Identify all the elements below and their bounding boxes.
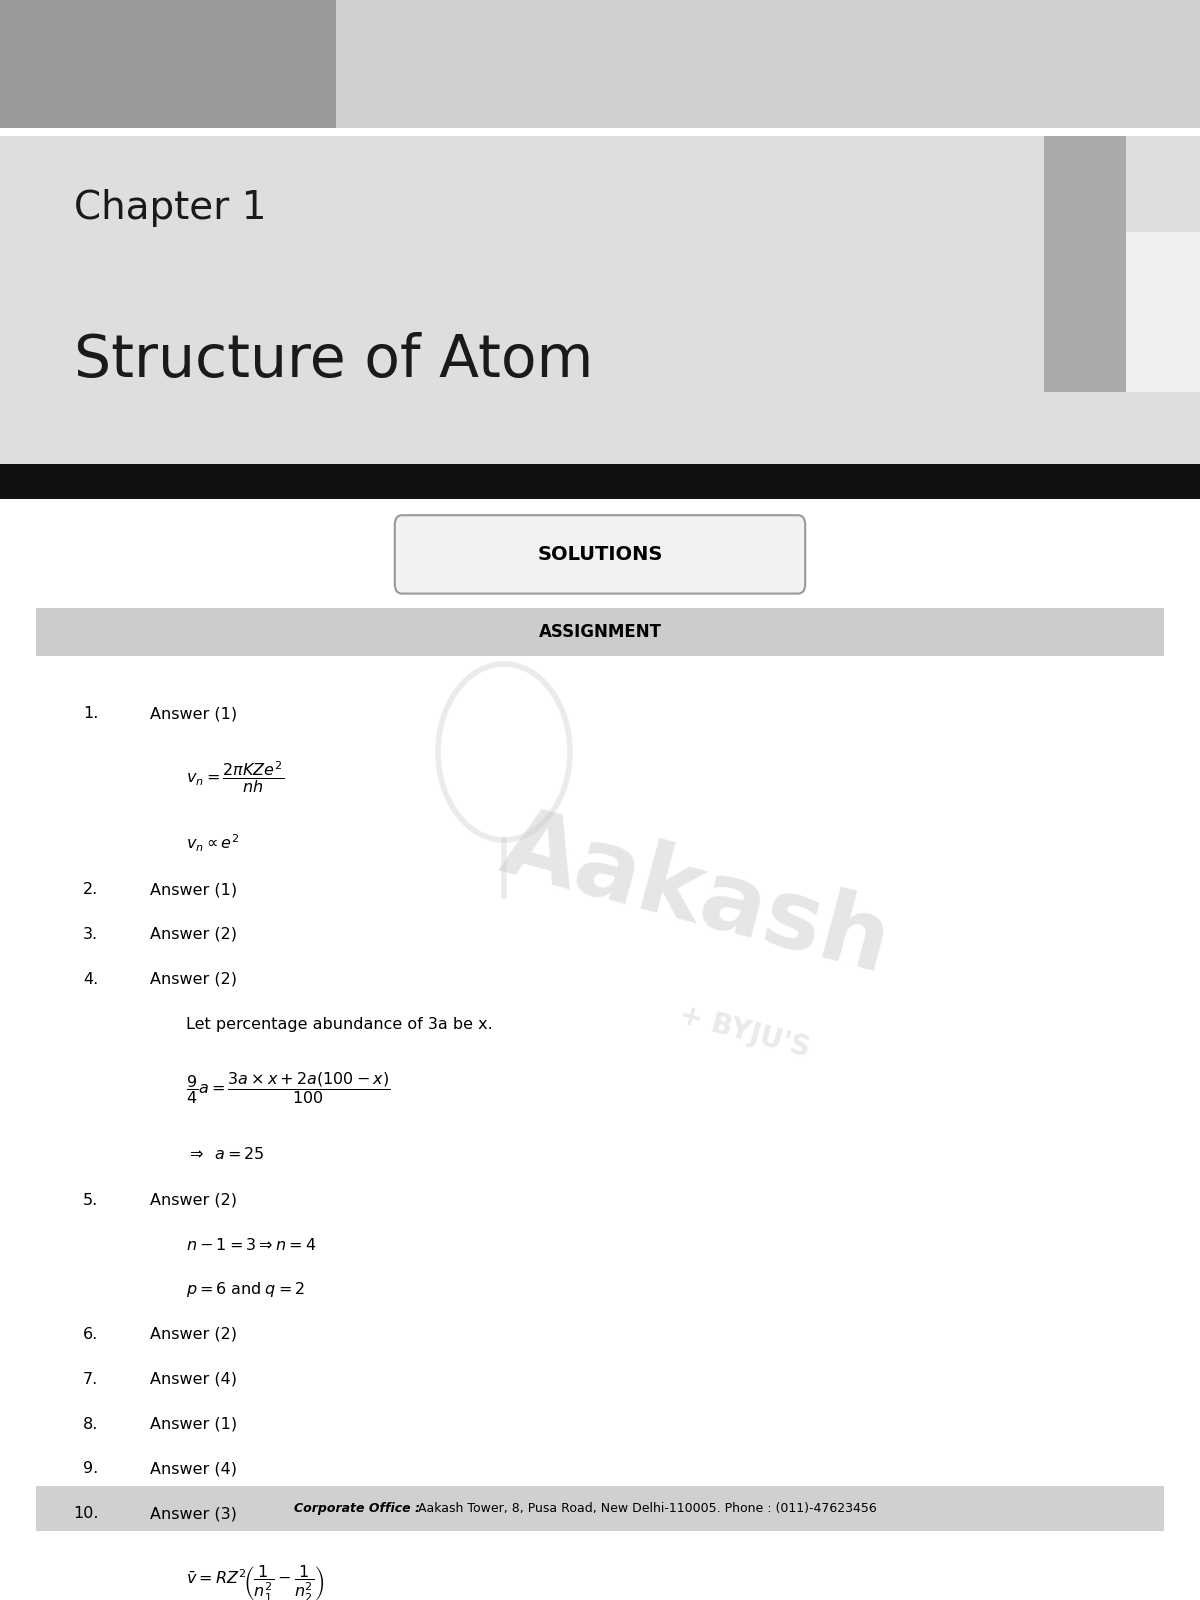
Bar bbox=[36, 608, 1164, 656]
Text: SOLUTIONS: SOLUTIONS bbox=[538, 546, 662, 563]
Bar bbox=[0, 136, 1200, 480]
Text: Chapter 1: Chapter 1 bbox=[74, 189, 266, 227]
Text: 9.: 9. bbox=[83, 1461, 98, 1477]
Text: Answer (2): Answer (2) bbox=[150, 1326, 238, 1342]
Text: Answer (1): Answer (1) bbox=[150, 1416, 238, 1432]
Bar bbox=[1044, 136, 1126, 392]
Bar bbox=[36, 1486, 1164, 1531]
Text: $\bar{v} = RZ^2\!\left(\dfrac{1}{n_1^2} - \dfrac{1}{n_2^2}\right)$: $\bar{v} = RZ^2\!\left(\dfrac{1}{n_1^2} … bbox=[186, 1563, 324, 1600]
Text: 4.: 4. bbox=[83, 971, 98, 987]
Text: 8.: 8. bbox=[83, 1416, 98, 1432]
Text: $v_n = \dfrac{2\pi KZe^2}{nh}$: $v_n = \dfrac{2\pi KZe^2}{nh}$ bbox=[186, 760, 284, 795]
Text: 10.: 10. bbox=[73, 1506, 98, 1522]
Text: Structure of Atom: Structure of Atom bbox=[74, 331, 594, 389]
Text: 5.: 5. bbox=[83, 1192, 98, 1208]
Text: Answer (2): Answer (2) bbox=[150, 971, 238, 987]
Text: ASSIGNMENT: ASSIGNMENT bbox=[539, 622, 661, 642]
Text: Aakash Tower, 8, Pusa Road, New Delhi-110005. Phone : (011)-47623456: Aakash Tower, 8, Pusa Road, New Delhi-11… bbox=[414, 1502, 877, 1515]
Text: 3.: 3. bbox=[83, 926, 98, 942]
Text: Answer (4): Answer (4) bbox=[150, 1371, 238, 1387]
Bar bbox=[0, 128, 1200, 136]
Text: 1.: 1. bbox=[83, 706, 98, 722]
Text: 6.: 6. bbox=[83, 1326, 98, 1342]
Text: Answer (3): Answer (3) bbox=[150, 1506, 236, 1522]
Text: Aakash: Aakash bbox=[492, 800, 900, 992]
Text: 7.: 7. bbox=[83, 1371, 98, 1387]
Bar bbox=[0, 499, 1200, 1536]
Text: Let percentage abundance of 3a be x.: Let percentage abundance of 3a be x. bbox=[186, 1016, 493, 1032]
Bar bbox=[0, 464, 1200, 499]
Text: $\dfrac{9}{4}a = \dfrac{3a \times x + 2a(100-x)}{100}$: $\dfrac{9}{4}a = \dfrac{3a \times x + 2a… bbox=[186, 1070, 390, 1106]
Text: Answer (2): Answer (2) bbox=[150, 1192, 238, 1208]
Text: Answer (1): Answer (1) bbox=[150, 706, 238, 722]
Text: Answer (4): Answer (4) bbox=[150, 1461, 238, 1477]
Text: Corporate Office :: Corporate Office : bbox=[294, 1502, 420, 1515]
Text: Answer (2): Answer (2) bbox=[150, 926, 238, 942]
Text: 2.: 2. bbox=[83, 882, 98, 898]
FancyBboxPatch shape bbox=[395, 515, 805, 594]
Text: $p = 6 \;\mathrm{and}\; q = 2$: $p = 6 \;\mathrm{and}\; q = 2$ bbox=[186, 1280, 305, 1299]
Bar bbox=[1126, 232, 1200, 392]
Text: $n - 1 = 3 \Rightarrow n = 4$: $n - 1 = 3 \Rightarrow n = 4$ bbox=[186, 1237, 317, 1253]
Text: $\Rightarrow\;\; a = 25$: $\Rightarrow\;\; a = 25$ bbox=[186, 1146, 265, 1162]
Text: Answer (1): Answer (1) bbox=[150, 882, 238, 898]
Bar bbox=[0, 0, 336, 128]
Text: + BYJU'S: + BYJU'S bbox=[676, 1002, 812, 1062]
Bar bbox=[0, 0, 1200, 128]
Text: $v_n \propto e^2$: $v_n \propto e^2$ bbox=[186, 832, 239, 854]
